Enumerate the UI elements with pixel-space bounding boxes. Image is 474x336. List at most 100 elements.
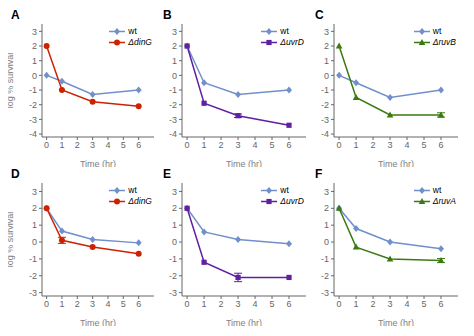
svg-text:1: 1 — [172, 56, 177, 66]
svg-text:-4: -4 — [169, 129, 177, 139]
svg-text:5: 5 — [270, 299, 275, 309]
svg-text:-1: -1 — [169, 254, 177, 264]
svg-text:4: 4 — [405, 140, 410, 150]
svg-text:1: 1 — [202, 140, 207, 150]
svg-text:-2: -2 — [169, 100, 177, 110]
svg-text:0: 0 — [32, 237, 37, 247]
svg-text:log % survival: log % survival — [8, 212, 15, 268]
svg-text:5: 5 — [121, 299, 126, 309]
svg-text:1: 1 — [59, 140, 64, 150]
svg-text:3: 3 — [388, 299, 393, 309]
svg-text:6: 6 — [439, 140, 444, 150]
svg-text:0: 0 — [172, 237, 177, 247]
html-text:wt: wt — [432, 26, 442, 36]
html-text:ΔruvB: ΔruvB — [432, 37, 456, 47]
svg-text:1: 1 — [354, 140, 359, 150]
svg-text:5: 5 — [422, 299, 427, 309]
svg-text:0: 0 — [324, 71, 329, 81]
svg-text:4: 4 — [253, 299, 258, 309]
svg-text:Time (hr): Time (hr) — [226, 318, 262, 326]
svg-text:0: 0 — [44, 299, 49, 309]
svg-text:0: 0 — [44, 140, 49, 150]
svg-text:5: 5 — [422, 140, 427, 150]
svg-text:0: 0 — [337, 140, 342, 150]
svg-text:2: 2 — [324, 41, 329, 51]
svg-text:1: 1 — [324, 220, 329, 230]
svg-text:2: 2 — [32, 41, 37, 51]
svg-text:Time (hr): Time (hr) — [226, 159, 262, 167]
svg-text:3: 3 — [32, 187, 37, 197]
svg-text:3: 3 — [32, 27, 37, 37]
svg-text:1: 1 — [32, 56, 37, 66]
svg-text:-1: -1 — [169, 85, 177, 95]
svg-text:3: 3 — [172, 27, 177, 37]
svg-text:3: 3 — [388, 140, 393, 150]
svg-text:6: 6 — [439, 299, 444, 309]
svg-text:6: 6 — [136, 140, 141, 150]
svg-text:Time (hr): Time (hr) — [80, 318, 116, 326]
svg-text:6: 6 — [287, 140, 292, 150]
svg-text:-4: -4 — [321, 129, 329, 139]
svg-text:2: 2 — [219, 140, 224, 150]
svg-text:1: 1 — [172, 220, 177, 230]
svg-text:2: 2 — [324, 203, 329, 213]
svg-text:1: 1 — [32, 220, 37, 230]
svg-text:2: 2 — [219, 299, 224, 309]
svg-text:-1: -1 — [321, 254, 329, 264]
svg-text:1: 1 — [324, 56, 329, 66]
svg-text:4: 4 — [105, 299, 110, 309]
svg-text:3: 3 — [236, 140, 241, 150]
svg-text:4: 4 — [105, 140, 110, 150]
svg-text:6: 6 — [287, 299, 292, 309]
svg-text:2: 2 — [32, 203, 37, 213]
svg-text:3: 3 — [90, 299, 95, 309]
svg-text:-3: -3 — [29, 288, 37, 298]
svg-text:3: 3 — [236, 299, 241, 309]
svg-text:log % survival: log % survival — [8, 53, 15, 109]
svg-text:3: 3 — [324, 27, 329, 37]
svg-text:3: 3 — [90, 140, 95, 150]
svg-text:-3: -3 — [321, 115, 329, 125]
svg-text:-2: -2 — [169, 271, 177, 281]
svg-text:-2: -2 — [29, 271, 37, 281]
svg-text:1: 1 — [202, 299, 207, 309]
svg-text:-2: -2 — [321, 100, 329, 110]
svg-text:0: 0 — [32, 71, 37, 81]
svg-text:0: 0 — [185, 140, 190, 150]
svg-text:2: 2 — [371, 140, 376, 150]
svg-text:Time (hr): Time (hr) — [378, 159, 414, 167]
svg-text:-3: -3 — [169, 115, 177, 125]
svg-text:4: 4 — [405, 299, 410, 309]
svg-text:5: 5 — [270, 140, 275, 150]
svg-text:-2: -2 — [29, 100, 37, 110]
html-text:ΔdinG: ΔdinG — [128, 37, 152, 47]
svg-text:6: 6 — [136, 299, 141, 309]
svg-text:-1: -1 — [29, 85, 37, 95]
svg-text:3: 3 — [324, 187, 329, 197]
svg-text:5: 5 — [121, 140, 126, 150]
svg-text:4: 4 — [253, 140, 258, 150]
svg-text:1: 1 — [59, 299, 64, 309]
svg-text:0: 0 — [185, 299, 190, 309]
svg-text:Time (hr): Time (hr) — [378, 318, 414, 326]
svg-text:1: 1 — [354, 299, 359, 309]
html-text:ΔuvrD: ΔuvrD — [280, 37, 304, 47]
svg-text:-1: -1 — [321, 85, 329, 95]
html-text:ΔdinG: ΔdinG — [128, 196, 152, 206]
svg-text:-1: -1 — [29, 254, 37, 264]
svg-text:-3: -3 — [169, 288, 177, 298]
svg-text:-2: -2 — [321, 271, 329, 281]
svg-text:2: 2 — [75, 299, 80, 309]
svg-text:-3: -3 — [29, 115, 37, 125]
svg-text:2: 2 — [75, 140, 80, 150]
svg-text:0: 0 — [337, 299, 342, 309]
svg-text:0: 0 — [324, 237, 329, 247]
svg-text:2: 2 — [172, 203, 177, 213]
svg-text:3: 3 — [172, 187, 177, 197]
svg-text:Time (hr): Time (hr) — [80, 159, 116, 167]
svg-text:-3: -3 — [321, 288, 329, 298]
svg-text:2: 2 — [371, 299, 376, 309]
svg-text:0: 0 — [172, 71, 177, 81]
svg-text:-4: -4 — [29, 129, 37, 139]
svg-text:2: 2 — [172, 41, 177, 51]
